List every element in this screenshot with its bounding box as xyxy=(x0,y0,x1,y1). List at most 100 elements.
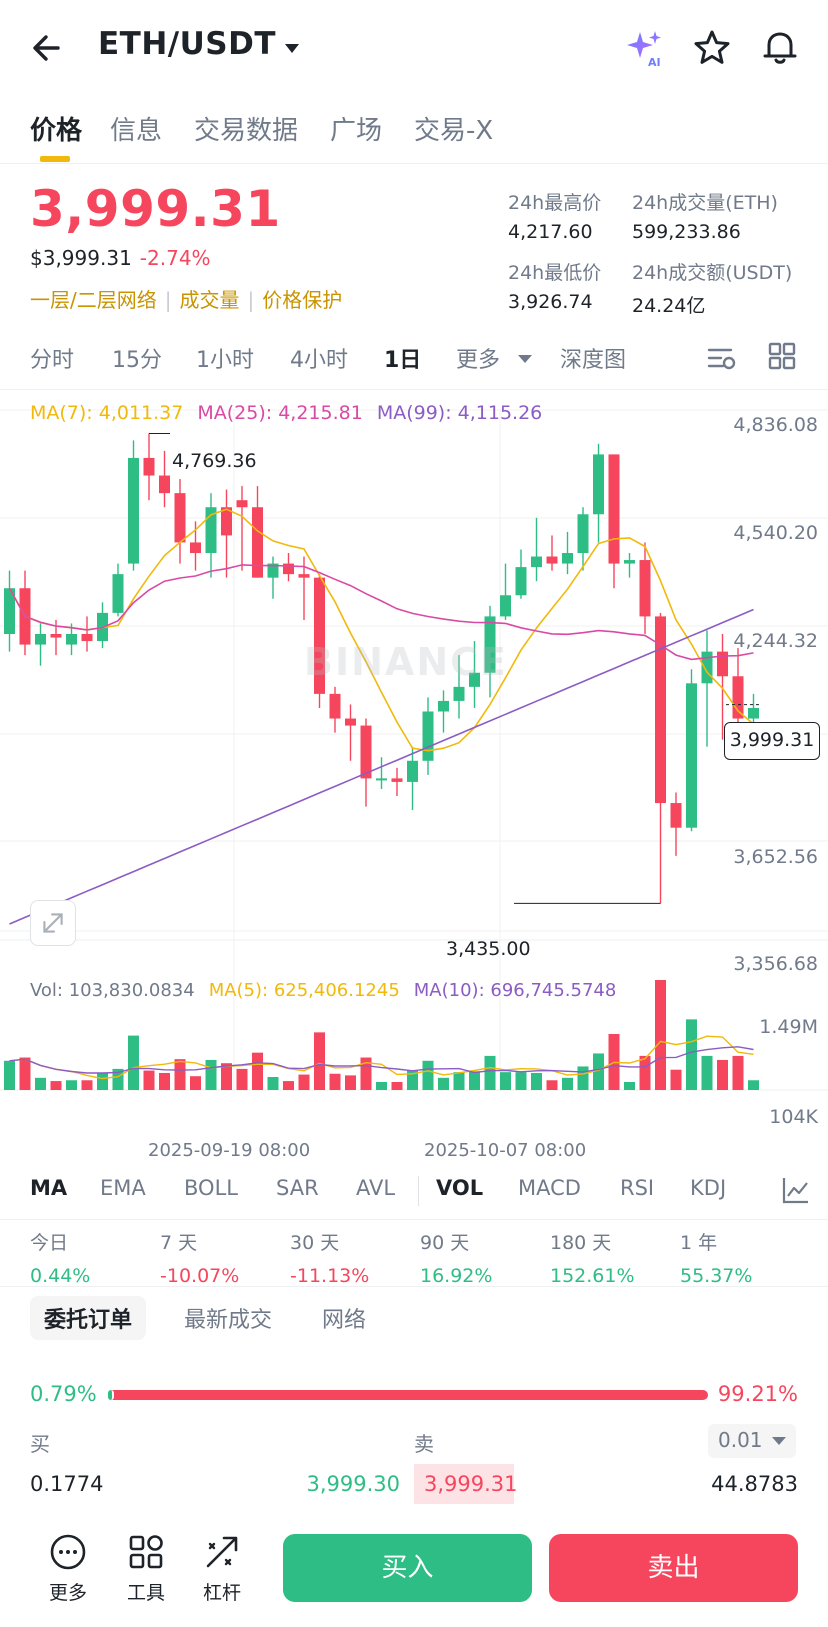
indicator-rsi[interactable]: RSI xyxy=(620,1176,655,1200)
caret-down-icon[interactable] xyxy=(282,38,302,58)
volume-bar xyxy=(128,1035,139,1090)
indicator-sar[interactable]: SAR xyxy=(276,1176,319,1200)
candle-body xyxy=(314,577,325,694)
volume-bar xyxy=(422,1060,434,1090)
volume-bar xyxy=(174,1059,186,1090)
volume-bar xyxy=(469,1071,480,1090)
indicator-boll[interactable]: BOLL xyxy=(184,1176,238,1200)
leverage-button[interactable]: 杠杆 xyxy=(190,1532,254,1605)
indicator-ema[interactable]: EMA xyxy=(100,1176,146,1200)
notification-bell-icon[interactable] xyxy=(760,27,800,67)
indicator-kdj[interactable]: KDJ xyxy=(690,1176,727,1200)
volume-bar xyxy=(593,1053,604,1090)
tab-trading-data[interactable]: 交易数据 xyxy=(194,116,299,146)
volume-bar xyxy=(531,1072,542,1090)
candle-body xyxy=(469,672,480,687)
high-marker-label: 4,769.36 xyxy=(172,450,257,472)
back-arrow-icon[interactable] xyxy=(28,28,68,68)
volume-bar xyxy=(298,1074,310,1090)
layout-grid-icon[interactable] xyxy=(766,340,798,372)
tag-volume[interactable]: 成交量 xyxy=(179,288,240,312)
volume-bar xyxy=(329,1073,341,1090)
tab-network[interactable]: 网络 xyxy=(322,1308,367,1333)
volume-bar xyxy=(66,1080,77,1090)
buy-ratio-fill xyxy=(108,1390,114,1400)
perf-7d: 7 天 -10.07% xyxy=(160,1232,240,1287)
chart-settings-icon[interactable] xyxy=(706,342,738,374)
low-marker-label: 3,435.00 xyxy=(446,938,531,960)
candle-body xyxy=(360,725,372,779)
volume-bar xyxy=(391,1082,403,1090)
precision-select[interactable]: 0.01 xyxy=(708,1424,796,1458)
volume-bar xyxy=(500,1072,511,1090)
candle-body xyxy=(66,634,77,645)
ai-assistant-icon[interactable]: AI xyxy=(624,28,666,70)
candle-body xyxy=(174,493,186,543)
interval-depth[interactable]: 深度图 xyxy=(560,348,627,373)
price-axis-label: 4,836.08 xyxy=(733,414,818,436)
main-tabs: 价格 信息 交易数据 广场 交易-X xyxy=(0,100,828,164)
indicator-macd[interactable]: MACD xyxy=(518,1176,581,1200)
tools-button[interactable]: 工具 xyxy=(114,1532,178,1605)
interval-more[interactable]: 更多 xyxy=(456,348,501,373)
tab-recent-trades[interactable]: 最新成交 xyxy=(184,1308,273,1333)
candle-body xyxy=(143,457,155,476)
interval-4h[interactable]: 4小时 xyxy=(290,348,348,373)
tab-trade-x[interactable]: 交易-X xyxy=(414,116,494,146)
pair-title[interactable]: ETH/USDT xyxy=(98,26,276,62)
more-button[interactable]: 更多 xyxy=(36,1532,100,1605)
ma7-label: MA(7): 4,011.37 xyxy=(30,402,184,424)
more-caret-icon[interactable] xyxy=(518,354,532,364)
expand-chart-icon[interactable] xyxy=(30,900,76,946)
indicator-vol[interactable]: VOL xyxy=(436,1176,484,1200)
tag-layer-network[interactable]: 一层/二层网络 xyxy=(30,288,157,312)
interval-timeline[interactable]: 分时 xyxy=(30,348,75,373)
candle-body xyxy=(283,563,294,575)
tag-price-protection[interactable]: 价格保护 xyxy=(262,288,343,312)
volume-bar xyxy=(639,1055,651,1090)
volume-bar xyxy=(143,1070,155,1090)
volume-bar xyxy=(732,1055,744,1090)
volume-bar xyxy=(701,1055,713,1090)
candle-body xyxy=(159,475,170,494)
favorite-star-icon[interactable] xyxy=(692,28,732,68)
top-bar: ETH/USDT AI xyxy=(0,0,828,98)
ma25-line xyxy=(8,564,754,661)
volume-bar xyxy=(221,1063,232,1090)
caret-down-icon xyxy=(772,1437,786,1445)
precision-value: 0.01 xyxy=(718,1428,763,1452)
buy-button[interactable]: 买入 xyxy=(283,1534,532,1602)
kline-chart[interactable] xyxy=(0,390,828,1154)
binance-watermark: BINANCE xyxy=(304,640,508,684)
indicator-avl[interactable]: AVL xyxy=(356,1176,396,1200)
perf-180d: 180 天 152.61% xyxy=(550,1232,635,1287)
candle-body xyxy=(298,574,310,578)
volume-bar xyxy=(50,1081,62,1090)
candle-body xyxy=(112,574,124,613)
interval-1d[interactable]: 1日 xyxy=(384,348,422,373)
tab-square[interactable]: 广场 xyxy=(330,116,383,146)
orderbook-row[interactable]: 0.1774 3,999.30 3,999.31 44.8783 xyxy=(0,1464,828,1504)
volume-bar xyxy=(484,1055,496,1090)
tab-info[interactable]: 信息 xyxy=(110,116,163,146)
tab-order-book[interactable]: 委托订单 xyxy=(30,1296,147,1340)
candle-body xyxy=(639,560,651,617)
volume-bar xyxy=(35,1077,46,1090)
tab-price[interactable]: 价格 xyxy=(30,116,83,146)
volume-bar xyxy=(97,1072,108,1090)
change-percent: -2.74% xyxy=(139,246,211,270)
indicator-ma[interactable]: MA xyxy=(30,1176,68,1200)
ma99-label: MA(99): 4,115.26 xyxy=(376,402,543,424)
orderbook-tabs: 委托订单 最新成交 网络 xyxy=(0,1288,828,1348)
price-summary: 3,999.31 $3,999.31 -2.74% 一层/二层网络 | 成交量 | 价格保… xyxy=(30,180,342,312)
date-axis-label: 2025-09-19 08:00 xyxy=(148,1140,311,1161)
interval-15m[interactable]: 15分 xyxy=(112,348,162,373)
volume-bar xyxy=(624,1082,635,1090)
volume-bar xyxy=(670,1069,682,1090)
indicator-settings-icon[interactable] xyxy=(780,1174,812,1206)
volume-bar xyxy=(515,1072,527,1090)
interval-1h[interactable]: 1小时 xyxy=(196,348,254,373)
candle-body xyxy=(236,500,248,508)
volume-axis-label: 1.49M xyxy=(759,1016,818,1038)
sell-button[interactable]: 卖出 xyxy=(549,1534,798,1602)
